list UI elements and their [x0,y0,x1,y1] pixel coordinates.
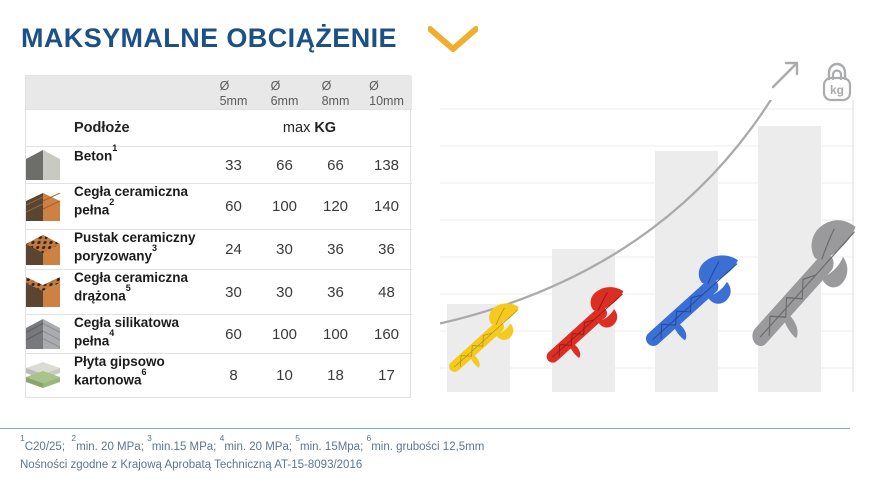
svg-text:kg: kg [830,83,844,97]
